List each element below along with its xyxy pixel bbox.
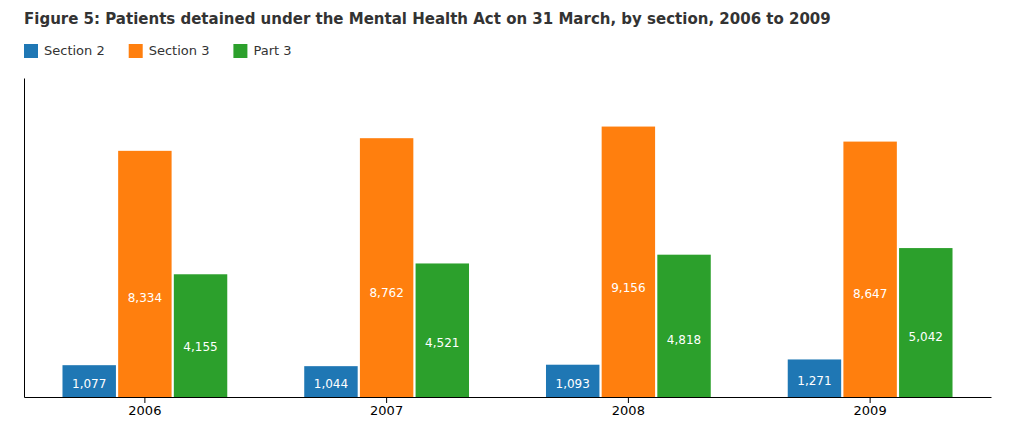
- x-tick-mark: [870, 397, 871, 403]
- data-label: 9,156: [611, 281, 645, 295]
- plot: 2006 2007 2008 2009 1,077 1,044 1,093 1,271 8,33…: [25, 79, 992, 419]
- x-tick-mark: [144, 397, 145, 403]
- legend-label: Section 3: [149, 43, 210, 58]
- data-label: 4,818: [667, 333, 701, 347]
- x-tick-mark: [386, 397, 387, 403]
- series: [174, 248, 953, 397]
- title: Figure 5: Patients detained under the Me…: [24, 10, 831, 28]
- bar: [602, 127, 655, 397]
- data-label: 8,334: [128, 291, 162, 305]
- data-label: 8,647: [853, 287, 887, 301]
- data-label: 1,077: [72, 377, 106, 391]
- x-tick: 2008: [612, 397, 645, 418]
- bar: [174, 274, 227, 397]
- series: [118, 127, 897, 397]
- legend-swatch: [233, 44, 247, 58]
- legend-item: Section 2: [24, 43, 105, 59]
- bar: [899, 248, 952, 397]
- x-axis: 2006 2007 2008 2009: [25, 397, 992, 418]
- x-tick: 2009: [854, 397, 887, 418]
- x-tick-label: 2009: [854, 403, 887, 418]
- bar: [843, 142, 896, 397]
- legend-swatch: [24, 44, 38, 58]
- x-tick-label: 2006: [128, 403, 161, 418]
- data-labels: 1,077 1,044 1,093 1,271 8,334 8,762 9,156 8,647…: [72, 281, 943, 391]
- data-label: 4,521: [425, 336, 459, 350]
- bar: [657, 255, 710, 397]
- bar: [304, 366, 357, 397]
- bar: [62, 365, 115, 397]
- data-label: 5,042: [909, 330, 943, 344]
- legend-item: Part 3: [233, 43, 291, 59]
- data-label: 4,155: [183, 340, 217, 354]
- data-label: 8,762: [369, 286, 403, 300]
- legend-swatch: [129, 44, 143, 58]
- data-label: 1,271: [797, 374, 831, 388]
- data-label: 1,044: [314, 377, 348, 391]
- x-tick: 2006: [128, 397, 161, 418]
- legend-item: Section 3: [129, 43, 210, 59]
- chart: Figure 5: Patients detained under the Me…: [0, 0, 1011, 433]
- x-tick-label: 2007: [370, 403, 403, 418]
- bar: [788, 359, 841, 397]
- x-tick: 2007: [370, 397, 403, 418]
- bar: [416, 263, 469, 397]
- legend: Section 2 Section 3 Part 3: [24, 43, 291, 59]
- bar: [546, 365, 599, 397]
- y-axis: [24, 79, 25, 398]
- bars: [62, 127, 952, 397]
- y-axis-line: [24, 79, 25, 398]
- x-axis-line: [25, 397, 992, 398]
- bar: [118, 151, 171, 397]
- legend-label: Section 2: [44, 43, 105, 58]
- legend-label: Part 3: [253, 43, 291, 58]
- x-tick-mark: [628, 397, 629, 403]
- data-label: 1,093: [556, 377, 590, 391]
- bar: [360, 138, 413, 397]
- x-tick-label: 2008: [612, 403, 645, 418]
